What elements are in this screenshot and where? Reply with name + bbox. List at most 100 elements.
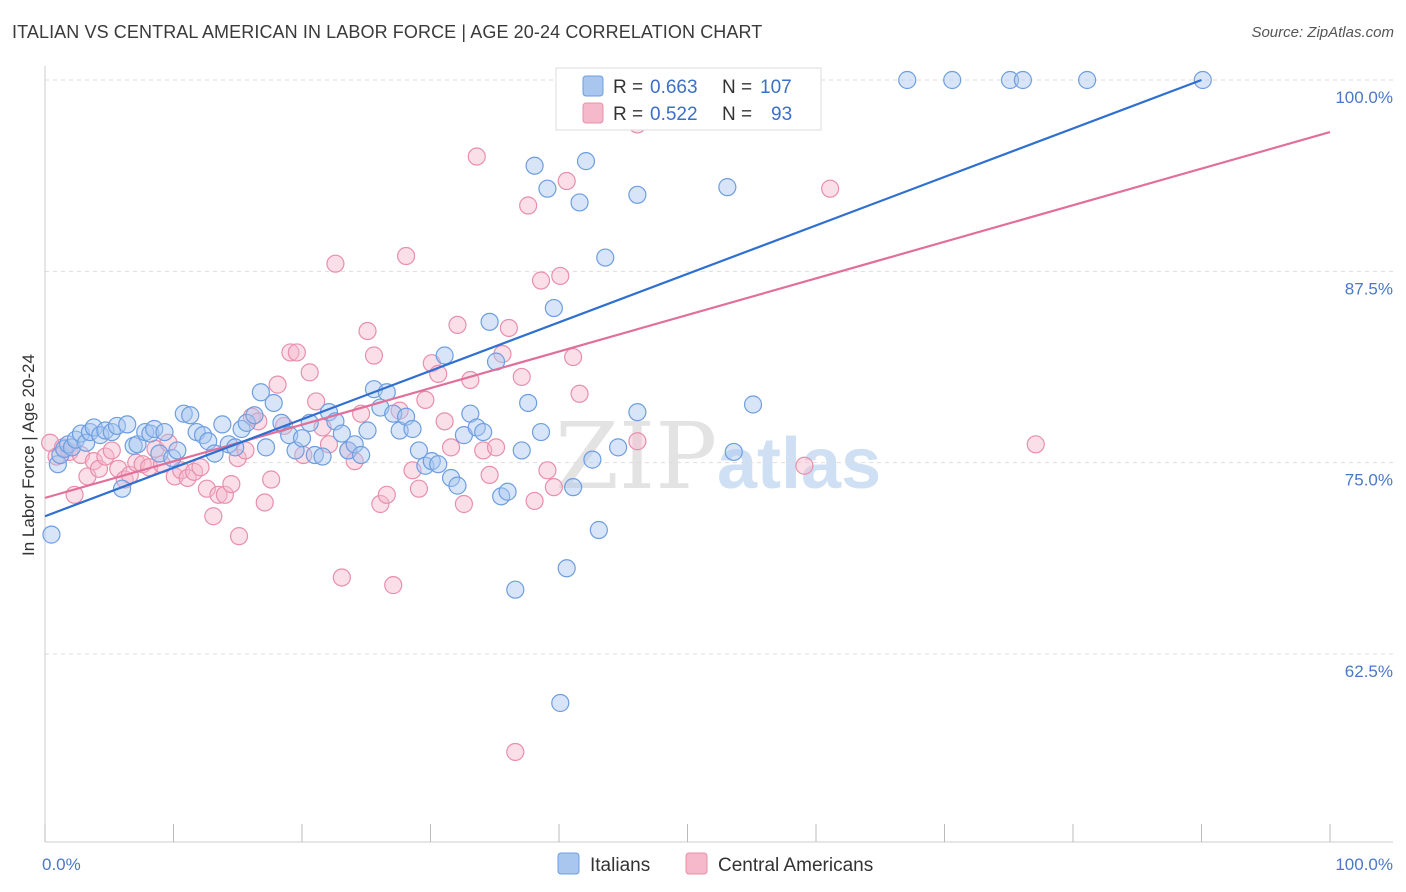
axes [44,66,1393,843]
italian-point [628,185,647,204]
italian-point [168,441,187,460]
central-american-point [564,347,583,367]
italian-point [313,447,332,466]
italian-point [448,476,467,495]
italian-point [96,421,115,440]
legend-swatch-italians [582,75,604,97]
y-tick-label: 75.0% [1345,471,1393,490]
legend-r-value-central: 0.522 [650,104,698,125]
italian-point [174,404,193,423]
central-american-point [448,315,467,335]
italian-point [181,406,200,425]
italian-point [237,413,256,432]
italian-point [498,482,517,501]
trend-lines [44,78,1331,518]
italian-point [596,248,615,267]
italian-point [583,450,602,469]
central-american-point [102,441,121,460]
italian-point [628,403,647,422]
italian-point [576,152,596,171]
italian-point [467,418,486,437]
italian-point [332,424,351,443]
italian-point [531,422,551,442]
central-american-point [229,527,249,546]
central-american-point [358,321,377,341]
central-american-point [538,461,557,480]
central-american-point [441,438,461,457]
italian-point [429,455,448,474]
central-american-point [525,491,544,511]
bottom-legend-label-italians: Italians [590,855,650,876]
italian-point [898,70,917,90]
central-american-point [795,456,814,475]
y-tick-label: 100.0% [1335,88,1393,107]
italian-point [718,178,737,197]
grid-lines [45,79,1393,655]
italian-point [525,156,544,175]
central-american-point [287,343,306,362]
italian-point [264,393,283,413]
central-american-point [396,246,416,266]
central-american-point [544,478,563,497]
central-american-point [204,507,223,526]
italians-trend-line [44,78,1202,518]
italian-point [1013,70,1032,90]
legend-n-value-central: 93 [771,104,792,125]
central-american-point [300,363,319,382]
central-american-point [268,375,287,394]
italian-point [564,478,583,497]
central-american-point [371,494,390,514]
x-tick-label: 0.0% [42,855,81,874]
italian-point [42,525,61,544]
italian-point [118,415,137,434]
x-tick-label: 100.0% [1335,855,1393,874]
central-american-point [519,196,538,215]
central-american-point [255,493,274,512]
italian-point [519,393,538,413]
central-american-point [326,254,345,273]
italian-point [256,438,276,457]
italian-point [1000,70,1020,90]
central-american-point [551,266,570,286]
italian-point [345,435,364,454]
italian-point [538,179,557,198]
central-american-point [531,271,551,290]
central-american-point [467,147,486,166]
legend-n-value-italians: 107 [760,77,792,98]
central-american-point [1026,435,1045,454]
italian-point [1078,70,1097,90]
italian-point [724,442,743,462]
italian-point [77,433,96,452]
italian-point [305,445,324,465]
italian-point [557,559,576,578]
legend-swatch-central [582,102,604,124]
y-axis-label: In Labor Force | Age 20-24 [19,354,38,556]
chart-title: ITALIAN VS CENTRAL AMERICAN IN LABOR FOR… [12,22,763,42]
italian-point [292,429,312,448]
central-american-point [197,479,217,498]
legend-n-label-central: N = [722,104,752,125]
central-american-point [557,171,576,191]
italian-point [245,406,264,425]
italian-point [155,422,174,442]
central-american-point [628,432,647,451]
central-american-point [409,479,429,498]
central-american-point [480,465,499,485]
central-american-point [191,458,210,477]
central-american-point [262,470,281,489]
central-american-point [821,179,840,198]
italian-point [1193,70,1212,90]
watermark-atlas: atlas [717,424,881,504]
bottom-legend-swatch-italians[interactable] [557,852,580,875]
central-american-point [454,494,474,514]
central-american-point [222,474,241,494]
italian-point [435,346,454,365]
bottom-legend-label-central: Central Americans [718,855,873,876]
bottom-legend-swatch-central[interactable] [685,852,708,875]
central-american-point [435,412,454,431]
source-credit: Source: ZipAtlas.com [1251,24,1394,41]
italian-point [544,298,563,318]
italian-point [213,415,232,434]
central-american-point [416,390,435,410]
legend-r-label-italians: R = [613,77,643,98]
